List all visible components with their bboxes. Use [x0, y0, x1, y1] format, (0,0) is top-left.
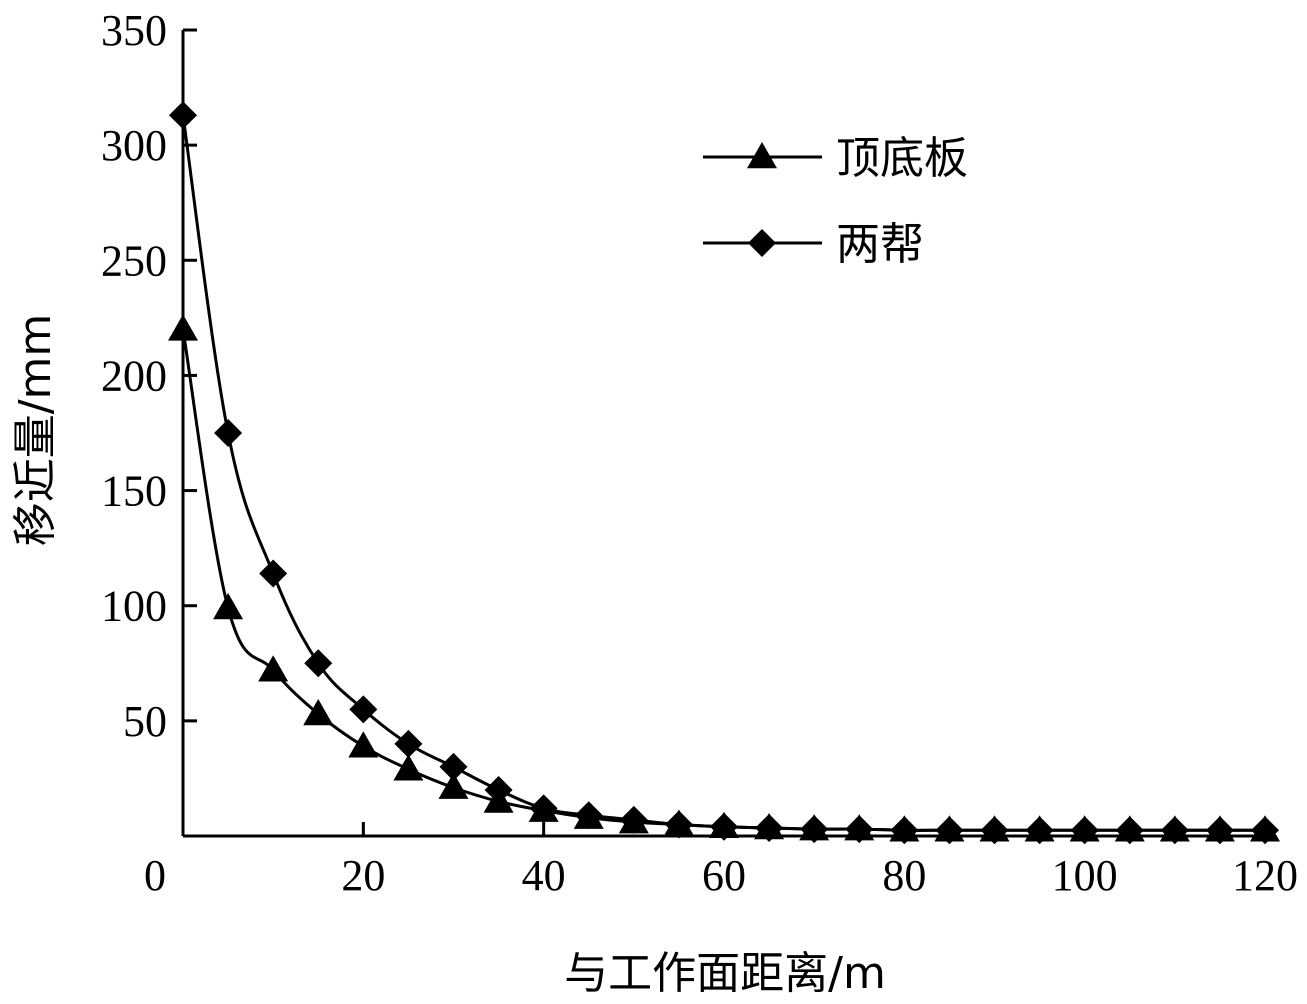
triangle-point: [438, 772, 469, 799]
diamond-point: [980, 816, 1009, 845]
triangle-point: [393, 754, 424, 781]
axes: 50 100 150 200 250 300 350 0 20 40 60 80 100 120: [101, 6, 1298, 900]
diamond-point: [710, 812, 738, 841]
diamond-point: [935, 816, 964, 845]
series-line: [181, 114, 1265, 832]
series-1: [168, 314, 1280, 842]
triangle-point: [213, 593, 244, 620]
diamond-point: [304, 649, 333, 678]
diamond-point: [214, 419, 243, 447]
x-tick-label: 60: [702, 851, 746, 900]
series-line: [181, 329, 1265, 832]
x-tick-label: 0: [144, 851, 166, 900]
y-tick-label: 200: [101, 351, 167, 400]
diamond-point: [394, 729, 423, 758]
diamond-point: [664, 810, 693, 839]
x-tick-label: 120: [1232, 851, 1298, 900]
triangle-point: [168, 314, 198, 341]
series-layer: [168, 101, 1280, 845]
diamond-point: [890, 816, 919, 845]
x-tick-label: 20: [341, 851, 385, 900]
legend-item: 两帮: [703, 219, 924, 270]
diamond-point: [349, 695, 378, 724]
y-tick-label: 150: [101, 467, 167, 516]
triangle-point: [258, 655, 289, 682]
y-tick-label: 300: [101, 121, 167, 170]
diamond-point: [169, 101, 197, 130]
legend-label: 两帮: [836, 219, 924, 270]
x-tick-label: 80: [882, 851, 926, 900]
diamond-point: [574, 801, 603, 830]
diamond-point: [439, 752, 468, 781]
diamond-point: [1205, 816, 1234, 845]
diamond-point: [484, 775, 513, 804]
legend-item: 顶底板: [703, 133, 968, 184]
y-tick-label: 100: [101, 582, 167, 631]
diamond-point: [800, 815, 829, 844]
y-tick-label: 50: [123, 697, 167, 746]
diamond-point: [1115, 816, 1144, 845]
diamond-point: [1160, 816, 1189, 845]
x-tick-label: 40: [522, 851, 566, 900]
y-axis-title: 移近量/mm: [10, 314, 61, 547]
y-tick-label: 350: [101, 6, 167, 55]
diamond-point: [529, 794, 558, 823]
diamond-point: [755, 813, 784, 842]
triangle-point: [303, 698, 334, 726]
diamond-point: [1070, 816, 1099, 845]
legend-diamond-marker: [748, 229, 776, 257]
diamond-point: [259, 559, 288, 588]
series-2: [169, 101, 1279, 845]
triangle-point: [348, 731, 379, 758]
diamond-point: [1251, 816, 1279, 845]
diamond-point: [1025, 816, 1054, 845]
legend-triangle-marker: [747, 142, 777, 169]
x-axis-title: 与工作面距离/m: [564, 948, 886, 999]
x-tick-label: 100: [1052, 851, 1118, 900]
y-tick-label: 250: [101, 236, 167, 285]
diamond-point: [845, 815, 874, 844]
diamond-point: [619, 805, 648, 834]
legend-label: 顶底板: [836, 133, 968, 184]
